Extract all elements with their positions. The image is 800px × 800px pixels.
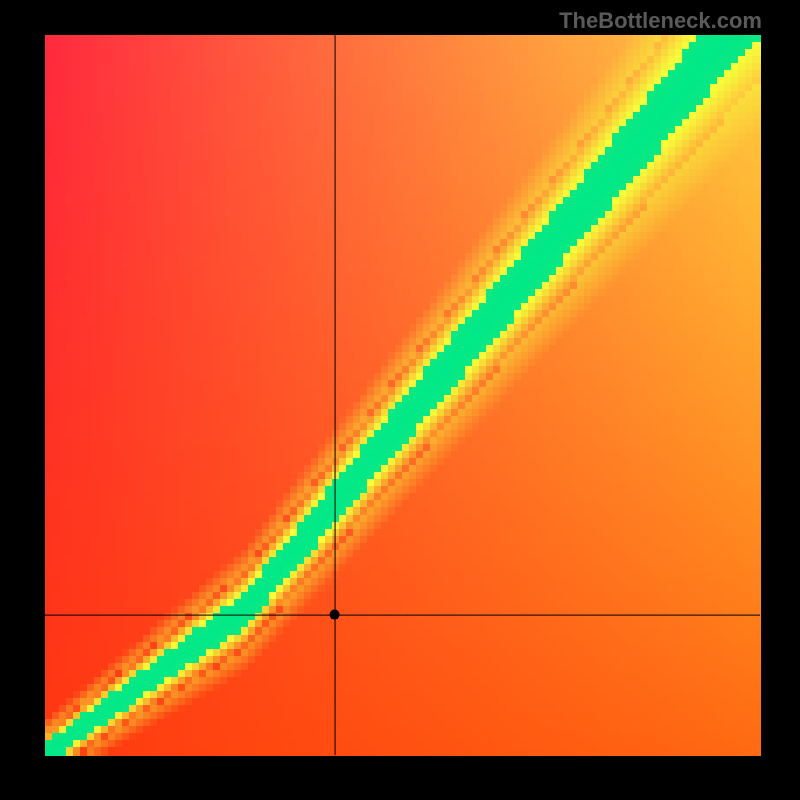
- bottleneck-heatmap: [0, 0, 800, 800]
- watermark-text: TheBottleneck.com: [559, 8, 762, 34]
- chart-container: TheBottleneck.com: [0, 0, 800, 800]
